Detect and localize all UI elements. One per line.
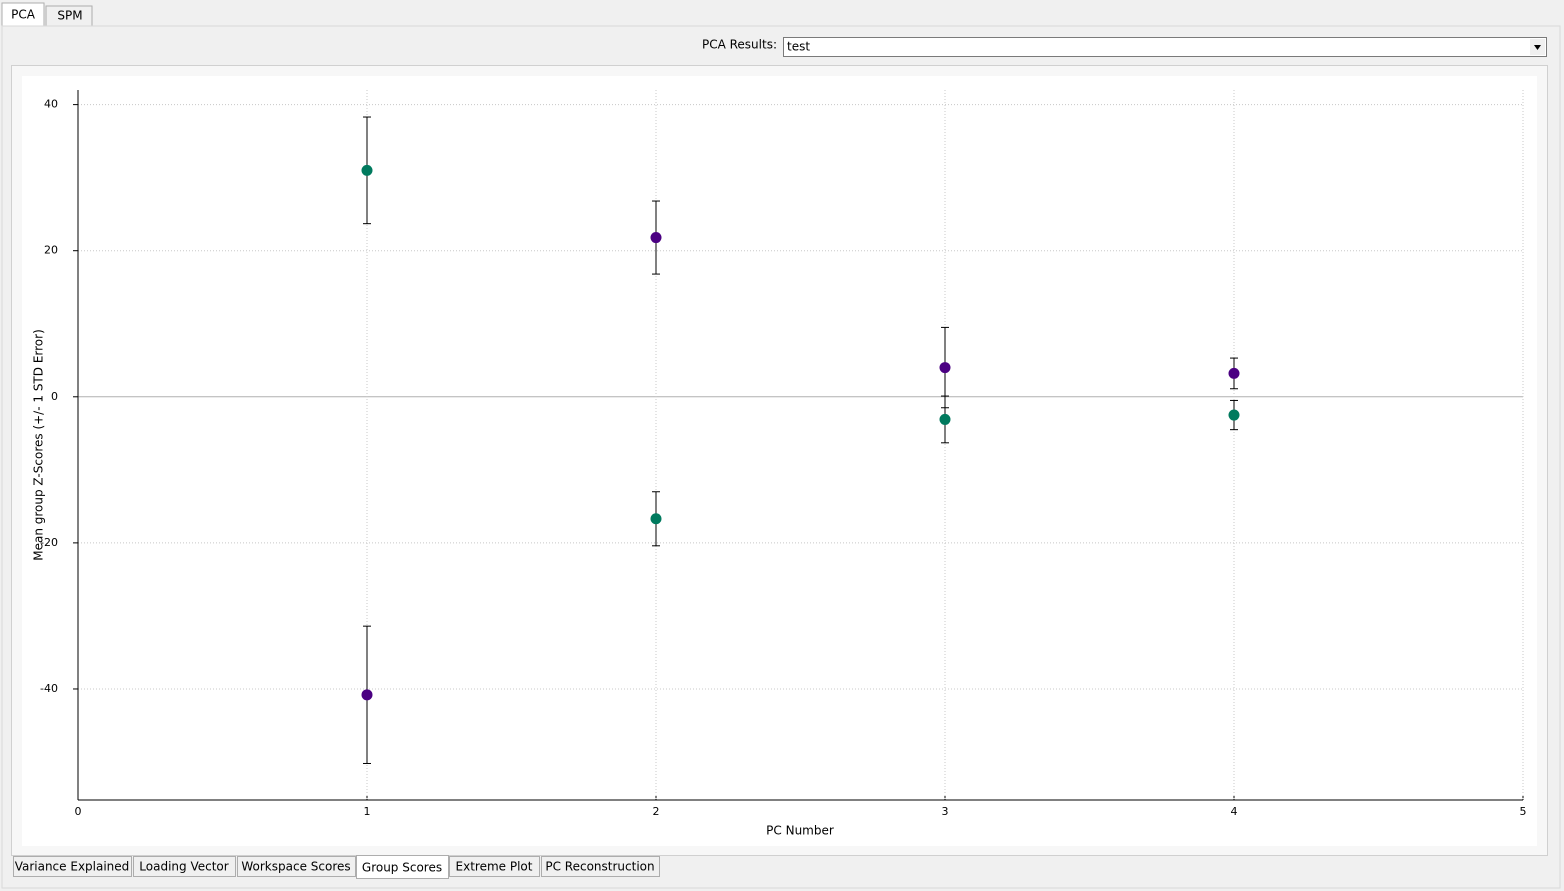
- plot: -40 -20 0 20 40 0 1 2 3 4 5: [40, 90, 1527, 818]
- tab[interactable]: [13, 856, 132, 877]
- x-tick-label: 5: [1520, 805, 1527, 818]
- y-tick-label: 40: [44, 98, 58, 111]
- tab[interactable]: [541, 856, 660, 877]
- tab[interactable]: [237, 856, 356, 877]
- x-tick-label: 3: [942, 805, 949, 818]
- tab-label[interactable]: Loading Vector: [139, 860, 228, 874]
- tab[interactable]: [449, 856, 540, 877]
- tab-label[interactable]: SPM: [57, 9, 82, 23]
- x-axis-label: PC Number: [766, 824, 834, 838]
- y-tick-label: 0: [51, 390, 58, 403]
- tab-label[interactable]: Workspace Scores: [241, 860, 350, 874]
- tab-label[interactable]: Group Scores: [362, 861, 442, 875]
- x-tick-label: 0: [75, 805, 82, 818]
- y-tick-label: -40: [40, 682, 58, 695]
- tab-label[interactable]: Variance Explained: [15, 860, 130, 874]
- point: [1228, 409, 1240, 421]
- y-tick-label: -20: [40, 536, 58, 549]
- tab-selected[interactable]: [356, 855, 449, 879]
- results-combobox[interactable]: [783, 37, 1547, 57]
- point: [650, 513, 662, 525]
- plot-background: [22, 76, 1537, 846]
- tab-label[interactable]: PCA: [11, 8, 36, 22]
- x-tick-label: 4: [1231, 805, 1238, 818]
- tab-label[interactable]: Extreme Plot: [456, 860, 533, 874]
- y-tick-label: 20: [44, 244, 58, 257]
- tab-label[interactable]: PC Reconstruction: [545, 860, 654, 874]
- dropdown-arrow: [1534, 45, 1541, 50]
- results-value[interactable]: test: [787, 40, 810, 54]
- x-tick-label: 2: [653, 805, 660, 818]
- point: [361, 164, 373, 176]
- point: [361, 689, 373, 701]
- point: [1228, 367, 1240, 379]
- tab[interactable]: [133, 856, 236, 877]
- point: [939, 413, 951, 425]
- x-tick-label: 1: [364, 805, 371, 818]
- point: [650, 232, 662, 244]
- point: [939, 362, 951, 374]
- results-label: PCA Results:: [702, 38, 777, 52]
- y-axis-label: Mean group Z-Scores (+/- 1 STD Error): [32, 329, 46, 561]
